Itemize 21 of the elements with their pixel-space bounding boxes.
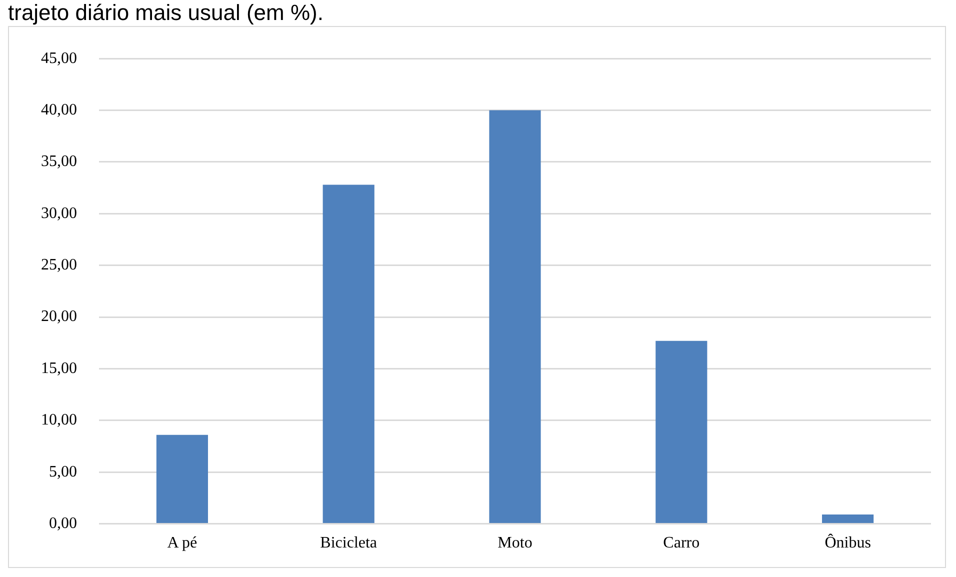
x-tick-label: Carro [663, 534, 700, 552]
bar [656, 340, 708, 524]
bar [489, 110, 541, 524]
bar [322, 184, 374, 524]
y-tick-label: 15,00 [41, 360, 77, 377]
y-tick-label: 20,00 [41, 308, 77, 326]
y-tick-label: 0,00 [49, 515, 77, 532]
y-tick-label: 5,00 [49, 463, 77, 480]
y-tick-label: 30,00 [41, 204, 77, 222]
y-tick-label: 10,00 [41, 412, 77, 429]
bar [156, 434, 208, 524]
y-tick-label: 45,00 [41, 50, 77, 67]
x-tick-label: Moto [498, 534, 532, 552]
y-tick-label: 35,00 [41, 153, 77, 170]
y-tick-label: 40,00 [41, 101, 77, 118]
x-tick-label: A pé [167, 534, 198, 552]
bar [822, 514, 874, 524]
y-tick-label: 25,00 [41, 256, 77, 274]
x-tick-label: Ônibus [824, 534, 871, 552]
x-tick-label: Bicicleta [320, 534, 378, 552]
chart-title: trajeto diário mais usual (em %). [8, 0, 324, 26]
